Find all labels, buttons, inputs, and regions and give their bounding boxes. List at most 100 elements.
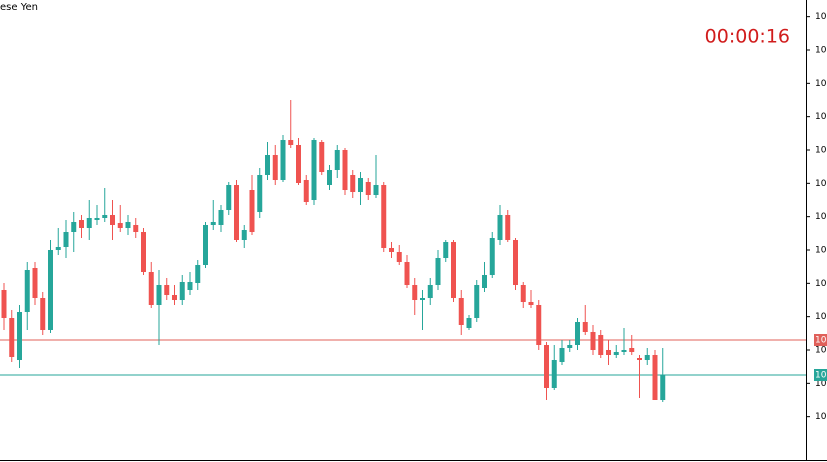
candle-body <box>412 285 418 300</box>
y-tick-label: 10 <box>815 312 827 322</box>
candle-body <box>489 238 495 275</box>
candle-body <box>613 352 619 355</box>
candle-body <box>637 358 642 360</box>
candle-body <box>551 360 557 388</box>
candle-body <box>17 312 22 360</box>
candle-body <box>582 322 588 332</box>
candle-body <box>40 298 46 330</box>
candle-body <box>125 222 131 228</box>
candle-body <box>156 285 162 305</box>
candle-body <box>520 285 526 302</box>
y-tick-label: 10 <box>815 112 827 122</box>
candle-body <box>32 268 38 298</box>
price-badge-label: 10 <box>815 371 827 381</box>
candle-body <box>218 210 224 225</box>
candle-body <box>210 222 216 225</box>
candle-body <box>629 348 635 352</box>
candle-body <box>327 170 332 185</box>
candle-body <box>71 222 77 232</box>
candle-body <box>179 282 185 300</box>
candle-body <box>257 175 263 212</box>
candle-body <box>148 272 154 305</box>
candle-body <box>48 250 53 330</box>
y-tick-label: 10 <box>815 12 827 22</box>
candle-body <box>280 140 286 180</box>
candle-body <box>79 220 84 228</box>
candle-body <box>265 155 270 175</box>
candle-body <box>311 140 317 200</box>
candle-body <box>505 215 511 240</box>
candle-body <box>528 302 534 305</box>
candle-body <box>164 285 170 295</box>
candle-timer: 00:00:16 <box>705 26 790 48</box>
candle-body <box>187 282 193 290</box>
candle-body <box>373 185 379 195</box>
candle-body <box>63 232 69 247</box>
y-tick-label: 10 <box>815 79 827 89</box>
candle-body <box>334 150 340 170</box>
candle-body <box>427 285 433 298</box>
candle-body <box>536 305 542 345</box>
candle-body <box>451 242 456 298</box>
candle-body <box>365 182 371 195</box>
candle-body <box>598 335 604 355</box>
candle-body <box>133 225 139 232</box>
candle-body <box>606 350 611 355</box>
y-tick-label: 10 <box>815 246 827 256</box>
y-tick-label: 10 <box>815 279 827 289</box>
candle-body <box>358 178 363 192</box>
candle-body <box>458 298 464 325</box>
candle-body <box>172 295 177 300</box>
candle-body <box>342 150 348 190</box>
candle-body <box>249 190 255 232</box>
candle-body <box>652 355 658 400</box>
candle-body <box>567 345 573 348</box>
candle-body <box>513 240 518 285</box>
candle-body <box>466 318 472 328</box>
y-tick-label: 10 <box>815 212 827 222</box>
candle-body <box>660 375 666 400</box>
price-badge <box>814 369 827 381</box>
candle-body <box>497 215 503 240</box>
candle-body <box>319 142 325 172</box>
y-tick-label: 10 <box>815 346 827 356</box>
candle-body <box>575 322 580 345</box>
candle-body <box>141 232 146 272</box>
candle-body <box>621 350 627 352</box>
price-badge-label: 10 <box>815 336 827 346</box>
price-badge <box>814 334 827 346</box>
candle-body <box>435 258 441 285</box>
candle-body <box>644 355 650 360</box>
candle-body <box>226 185 232 210</box>
candle-body <box>241 230 247 240</box>
chart-title: ese Yen <box>0 2 38 13</box>
candle-body <box>24 270 30 312</box>
y-tick-label: 10 <box>815 412 827 422</box>
candle-body <box>272 155 278 180</box>
candle-body <box>303 180 309 202</box>
candle-body <box>420 298 425 300</box>
candle-body <box>389 248 394 252</box>
candle-body <box>203 225 208 265</box>
candle-body <box>234 185 239 240</box>
candle-body <box>482 275 487 288</box>
candle-body <box>195 265 201 283</box>
candle-body <box>590 332 596 350</box>
y-tick-label: 10 <box>815 46 827 56</box>
candle-body <box>474 285 480 318</box>
y-tick-label: 10 <box>815 146 827 156</box>
candle-body <box>381 185 387 248</box>
candle-body <box>9 318 15 357</box>
candle-body <box>544 345 549 388</box>
candle-body <box>296 145 301 183</box>
candle-body <box>350 175 356 192</box>
candle-body <box>288 140 294 145</box>
candle-body <box>94 218 100 220</box>
candle-body <box>443 242 449 258</box>
y-tick-label: 10 <box>815 179 827 189</box>
y-tick-label: 10 <box>815 379 827 389</box>
candle-body <box>404 262 410 285</box>
candle-body <box>110 215 115 225</box>
